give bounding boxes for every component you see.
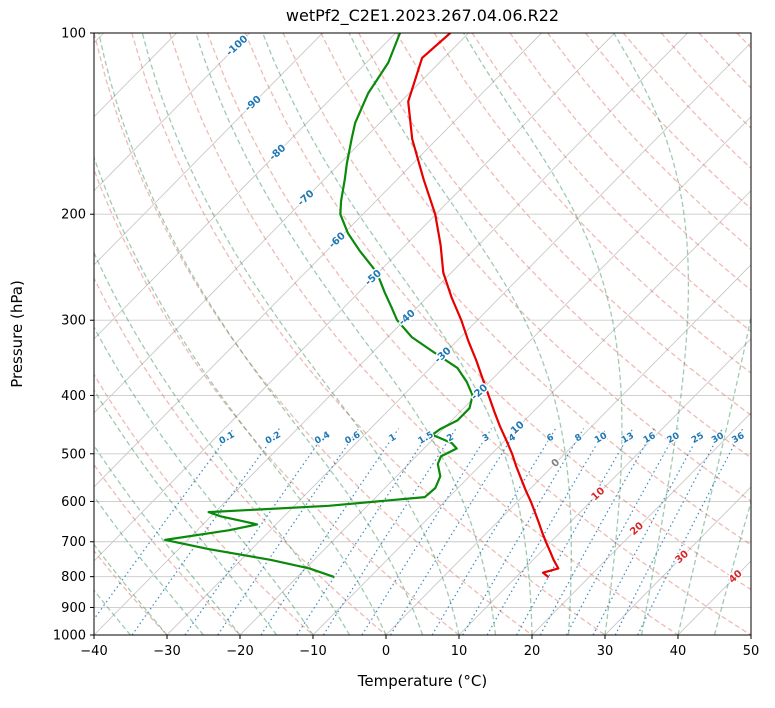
x-tick-label: 30 [597, 644, 614, 659]
chart-title: wetPf2_C2E1.2023.267.04.06.R22 [285, 6, 560, 25]
y-tick-label: 400 [61, 389, 86, 404]
dry-adiabat-lines [94, 33, 751, 635]
pressure-gridlines [94, 33, 751, 635]
y-tick-label: 300 [61, 314, 86, 329]
x-tick-label: 50 [743, 644, 760, 659]
x-axis-label: Temperature (°C) [357, 672, 488, 690]
y-tick-label: 900 [61, 601, 86, 616]
x-tick-label: 0 [382, 644, 390, 659]
temperature-curve [407, 33, 560, 578]
y-tick-label: 100 [61, 27, 86, 42]
x-axis: −40 −30 −20 −10 0 10 20 30 40 50 [80, 635, 759, 659]
x-tick-label: −20 [226, 644, 253, 659]
y-tick-label: 700 [61, 535, 86, 550]
mixing-ratio-lines [94, 428, 744, 635]
y-tick-label: 200 [61, 208, 86, 223]
y-tick-label: 500 [61, 447, 86, 462]
y-tick-label: 1000 [53, 629, 86, 644]
moist-adiabat-lines [94, 33, 751, 635]
x-tick-label: 40 [670, 644, 687, 659]
x-tick-label: 20 [524, 644, 541, 659]
x-tick-label: −40 [80, 644, 107, 659]
x-tick-label: −10 [299, 644, 326, 659]
y-tick-label: 800 [61, 570, 86, 585]
y-tick-label: 600 [61, 495, 86, 510]
y-axis: 100 200 300 400 500 600 700 800 900 1000 [53, 27, 94, 644]
dewpoint-curve [164, 33, 474, 578]
x-tick-label: −30 [153, 644, 180, 659]
x-tick-label: 10 [451, 644, 468, 659]
plot-frame [93, 32, 752, 636]
plot-area [94, 33, 751, 635]
